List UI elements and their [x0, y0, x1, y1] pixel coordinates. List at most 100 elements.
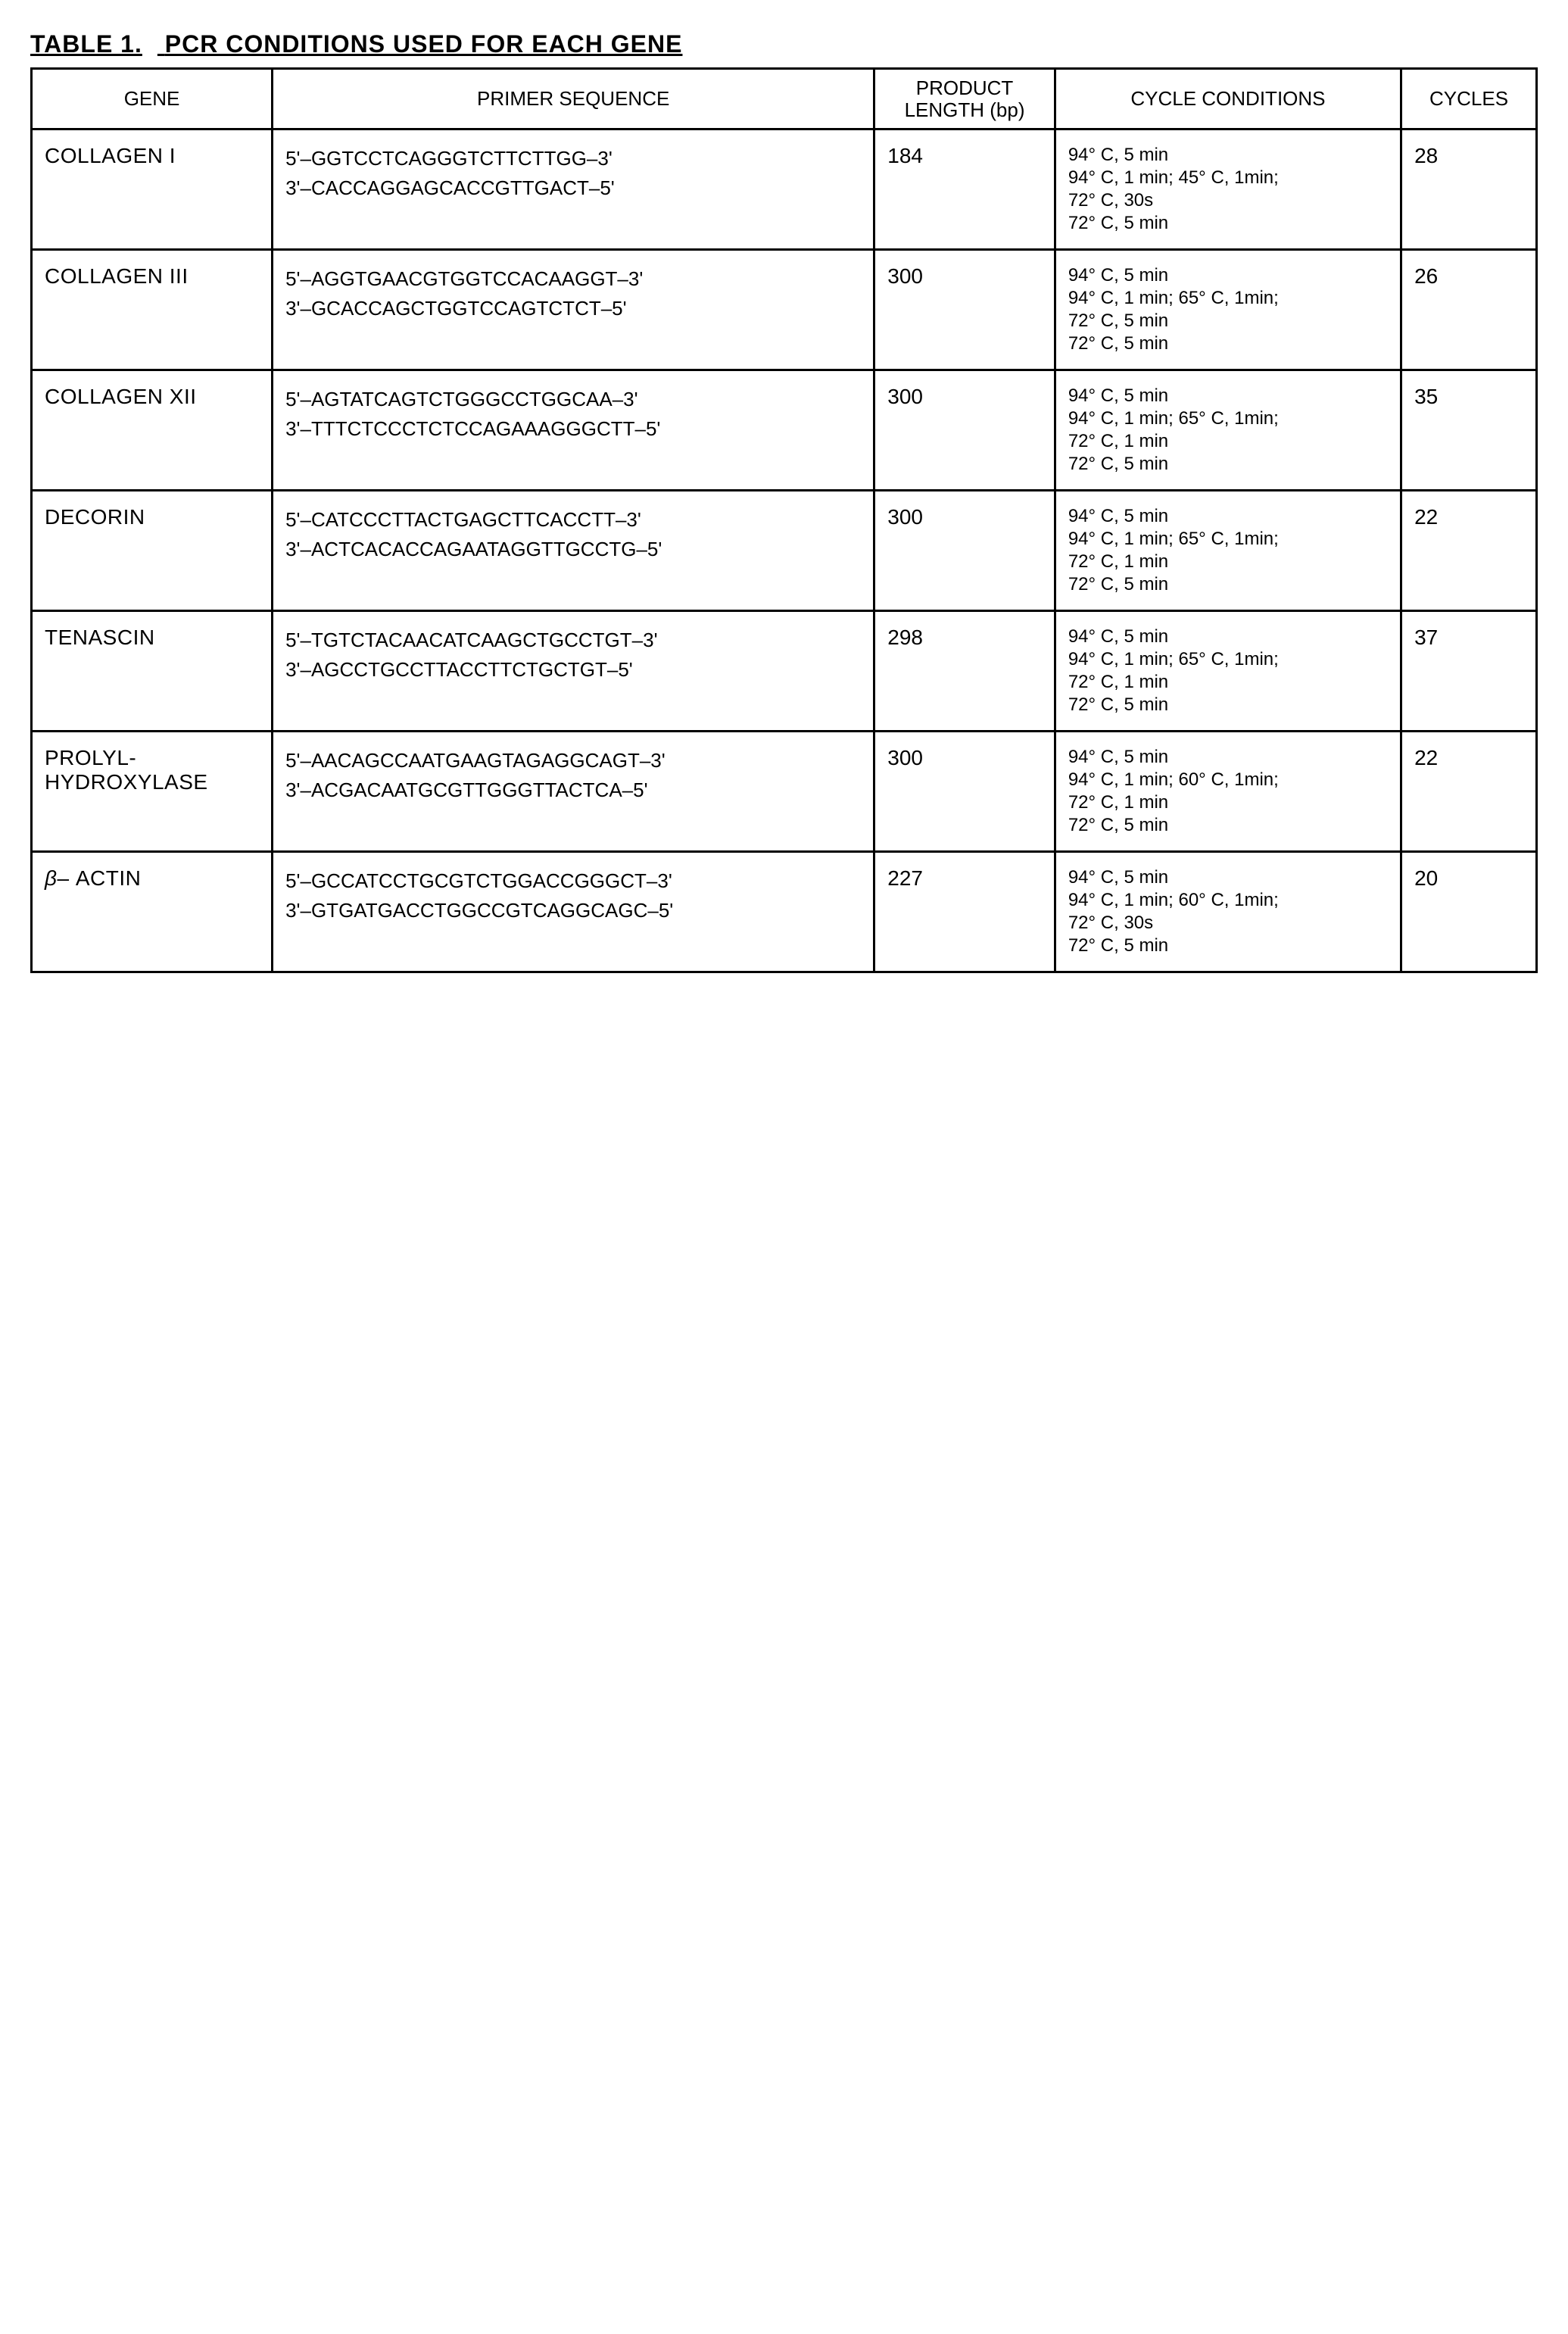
header-product-l1: PRODUCT — [881, 77, 1048, 99]
primer-line: 5'–CATCCCTTACTGAGCTTCACCTT–3' — [285, 505, 861, 535]
table-row: PROLYL-HYDROXYLASE5'–AACAGCCAATGAAGTAGAG… — [32, 732, 1537, 852]
gene-cell: COLLAGEN I — [32, 129, 273, 250]
condition-line: 94° C, 5 min — [1068, 746, 1388, 769]
condition-line: 72° C, 30s — [1068, 189, 1388, 212]
condition-line: 72° C, 5 min — [1068, 212, 1388, 235]
condition-line: 94° C, 5 min — [1068, 385, 1388, 407]
table-row: DECORIN 5'–CATCCCTTACTGAGCTTCACCTT–3'3'–A… — [32, 491, 1537, 611]
condition-line: 94° C, 5 min — [1068, 866, 1388, 889]
table-row: COLLAGEN XII 5'–AGTATCAGTCTGGGCCTGGCAA–3'… — [32, 370, 1537, 491]
primer-line: 5'–TGTCTACAACATCAAGCTGCCTGT–3' — [285, 626, 861, 655]
primer-cell: 5'–GCCATCCTGCGTCTGGACCGGGCT–3'3'–GTGATGA… — [273, 852, 874, 972]
condition-line: 94° C, 1 min; 60° C, 1min; — [1068, 769, 1388, 791]
condition-line: 72° C, 5 min — [1068, 310, 1388, 332]
condition-line: 94° C, 1 min; 65° C, 1min; — [1068, 528, 1388, 551]
primer-line: 3'–TTTCTCCCTCTCCAGAAAGGGCTT–5' — [285, 414, 861, 444]
product-cell: 300 — [874, 250, 1055, 370]
title-text: PCR CONDITIONS USED FOR EACH GENE — [165, 30, 683, 58]
cycles-cell: 22 — [1401, 491, 1537, 611]
condition-line: 94° C, 1 min; 65° C, 1min; — [1068, 287, 1388, 310]
condition-line: 72° C, 5 min — [1068, 694, 1388, 716]
conditions-cell: 94° C, 5 min94° C, 1 min; 65° C, 1min;72… — [1055, 250, 1401, 370]
primer-cell: 5'–CATCCCTTACTGAGCTTCACCTT–3'3'–ACTCACAC… — [273, 491, 874, 611]
table-row: COLLAGEN III 5'–AGGTGAACGTGGTCCACAAGGT–3'… — [32, 250, 1537, 370]
condition-line: 94° C, 5 min — [1068, 144, 1388, 167]
condition-line: 94° C, 1 min; 65° C, 1min; — [1068, 407, 1388, 430]
product-cell: 227 — [874, 852, 1055, 972]
condition-line: 94° C, 5 min — [1068, 626, 1388, 648]
gene-line: TENASCIN — [45, 626, 259, 650]
condition-line: 72° C, 5 min — [1068, 573, 1388, 596]
table-row: TENASCIN 5'–TGTCTACAACATCAAGCTGCCTGT–3'3'… — [32, 611, 1537, 732]
condition-line: 72° C, 1 min — [1068, 551, 1388, 573]
gene-cell: COLLAGEN XII — [32, 370, 273, 491]
cycles-cell: 26 — [1401, 250, 1537, 370]
condition-line: 94° C, 5 min — [1068, 264, 1388, 287]
header-conditions: CYCLE CONDITIONS — [1055, 69, 1401, 129]
cycles-cell: 22 — [1401, 732, 1537, 852]
conditions-cell: 94° C, 5 min94° C, 1 min; 65° C, 1min;72… — [1055, 491, 1401, 611]
header-product-l2: LENGTH (bp) — [881, 99, 1048, 121]
condition-line: 94° C, 1 min; 65° C, 1min; — [1068, 648, 1388, 671]
gene-line: HYDROXYLASE — [45, 770, 259, 794]
cycles-cell: 28 — [1401, 129, 1537, 250]
primer-line: 3'–CACCAGGAGCACCGTTGACT–5' — [285, 173, 861, 203]
header-primer: PRIMER SEQUENCE — [273, 69, 874, 129]
primer-cell: 5'–AGGTGAACGTGGTCCACAAGGT–3'3'–GCACCAGCT… — [273, 250, 874, 370]
conditions-cell: 94° C, 5 min94° C, 1 min; 60° C, 1min;72… — [1055, 732, 1401, 852]
primer-line: 5'–GGTCCTCAGGGTCTTCTTGG–3' — [285, 144, 861, 173]
primer-line: 3'–GTGATGACCTGGCCGTCAGGCAGC–5' — [285, 896, 861, 925]
header-gene: GENE — [32, 69, 273, 129]
primer-line: 3'–ACTCACACCAGAATAGGTTGCCTG–5' — [285, 535, 861, 564]
conditions-cell: 94° C, 5 min94° C, 1 min; 65° C, 1min;72… — [1055, 370, 1401, 491]
product-cell: 300 — [874, 370, 1055, 491]
condition-line: 72° C, 1 min — [1068, 430, 1388, 453]
condition-line: 72° C, 5 min — [1068, 814, 1388, 837]
header-row: GENE PRIMER SEQUENCE PRODUCT LENGTH (bp)… — [32, 69, 1537, 129]
condition-line: 72° C, 5 min — [1068, 935, 1388, 957]
conditions-cell: 94° C, 5 min94° C, 1 min; 65° C, 1min; 72… — [1055, 611, 1401, 732]
product-cell: 300 — [874, 732, 1055, 852]
gene-line: β– ACTIN — [45, 866, 259, 891]
primer-line: 5'–AGGTGAACGTGGTCCACAAGGT–3' — [285, 264, 861, 294]
condition-line: 94° C, 5 min — [1068, 505, 1388, 528]
primer-cell: 5'–AGTATCAGTCTGGGCCTGGCAA–3'3'–TTTCTCCCT… — [273, 370, 874, 491]
title-label: TABLE 1. — [30, 30, 142, 58]
pcr-table: GENE PRIMER SEQUENCE PRODUCT LENGTH (bp)… — [30, 67, 1538, 973]
condition-line: 72° C, 5 min — [1068, 453, 1388, 476]
primer-line: 5'–GCCATCCTGCGTCTGGACCGGGCT–3' — [285, 866, 861, 896]
primer-cell: 5'–AACAGCCAATGAAGTAGAGGCAGT–3'3'–ACGACAA… — [273, 732, 874, 852]
gene-cell: DECORIN — [32, 491, 273, 611]
gene-line: COLLAGEN I — [45, 144, 259, 168]
condition-line: 94° C, 1 min; 45° C, 1min; — [1068, 167, 1388, 189]
primer-line: 3'–ACGACAATGCGTTGGGTTACTCA–5' — [285, 775, 861, 805]
condition-line: 72° C, 1 min — [1068, 791, 1388, 814]
gene-cell: TENASCIN — [32, 611, 273, 732]
cycles-cell: 20 — [1401, 852, 1537, 972]
primer-cell: 5'–GGTCCTCAGGGTCTTCTTGG–3'3'–CACCAGGAGCA… — [273, 129, 874, 250]
condition-line: 72° C, 5 min — [1068, 332, 1388, 355]
cycles-cell: 35 — [1401, 370, 1537, 491]
gene-line: COLLAGEN XII — [45, 385, 259, 409]
table-row: COLLAGEN I 5'–GGTCCTCAGGGTCTTCTTGG–3'3'–C… — [32, 129, 1537, 250]
header-cycles: CYCLES — [1401, 69, 1537, 129]
product-cell: 298 — [874, 611, 1055, 732]
primer-line: 3'–GCACCAGCTGGTCCAGTCTCT–5' — [285, 294, 861, 323]
condition-line: 72° C, 30s — [1068, 912, 1388, 935]
product-cell: 184 — [874, 129, 1055, 250]
primer-cell: 5'–TGTCTACAACATCAAGCTGCCTGT–3'3'–AGCCTGC… — [273, 611, 874, 732]
gene-cell: COLLAGEN III — [32, 250, 273, 370]
gene-cell: PROLYL-HYDROXYLASE — [32, 732, 273, 852]
gene-line: COLLAGEN III — [45, 264, 259, 289]
primer-line: 3'–AGCCTGCCTTACCTTCTGCTGT–5' — [285, 655, 861, 685]
conditions-cell: 94° C, 5 min94° C, 1 min; 60° C, 1min;72… — [1055, 852, 1401, 972]
table-row: β– ACTIN 5'–GCCATCCTGCGTCTGGACCGGGCT–3'3'… — [32, 852, 1537, 972]
gene-cell: β– ACTIN — [32, 852, 273, 972]
product-cell: 300 — [874, 491, 1055, 611]
conditions-cell: 94° C, 5 min94° C, 1 min; 45° C, 1min;72… — [1055, 129, 1401, 250]
header-product: PRODUCT LENGTH (bp) — [874, 69, 1055, 129]
gene-line: PROLYL- — [45, 746, 259, 770]
primer-line: 5'–AGTATCAGTCTGGGCCTGGCAA–3' — [285, 385, 861, 414]
condition-line: 94° C, 1 min; 60° C, 1min; — [1068, 889, 1388, 912]
gene-line: DECORIN — [45, 505, 259, 529]
